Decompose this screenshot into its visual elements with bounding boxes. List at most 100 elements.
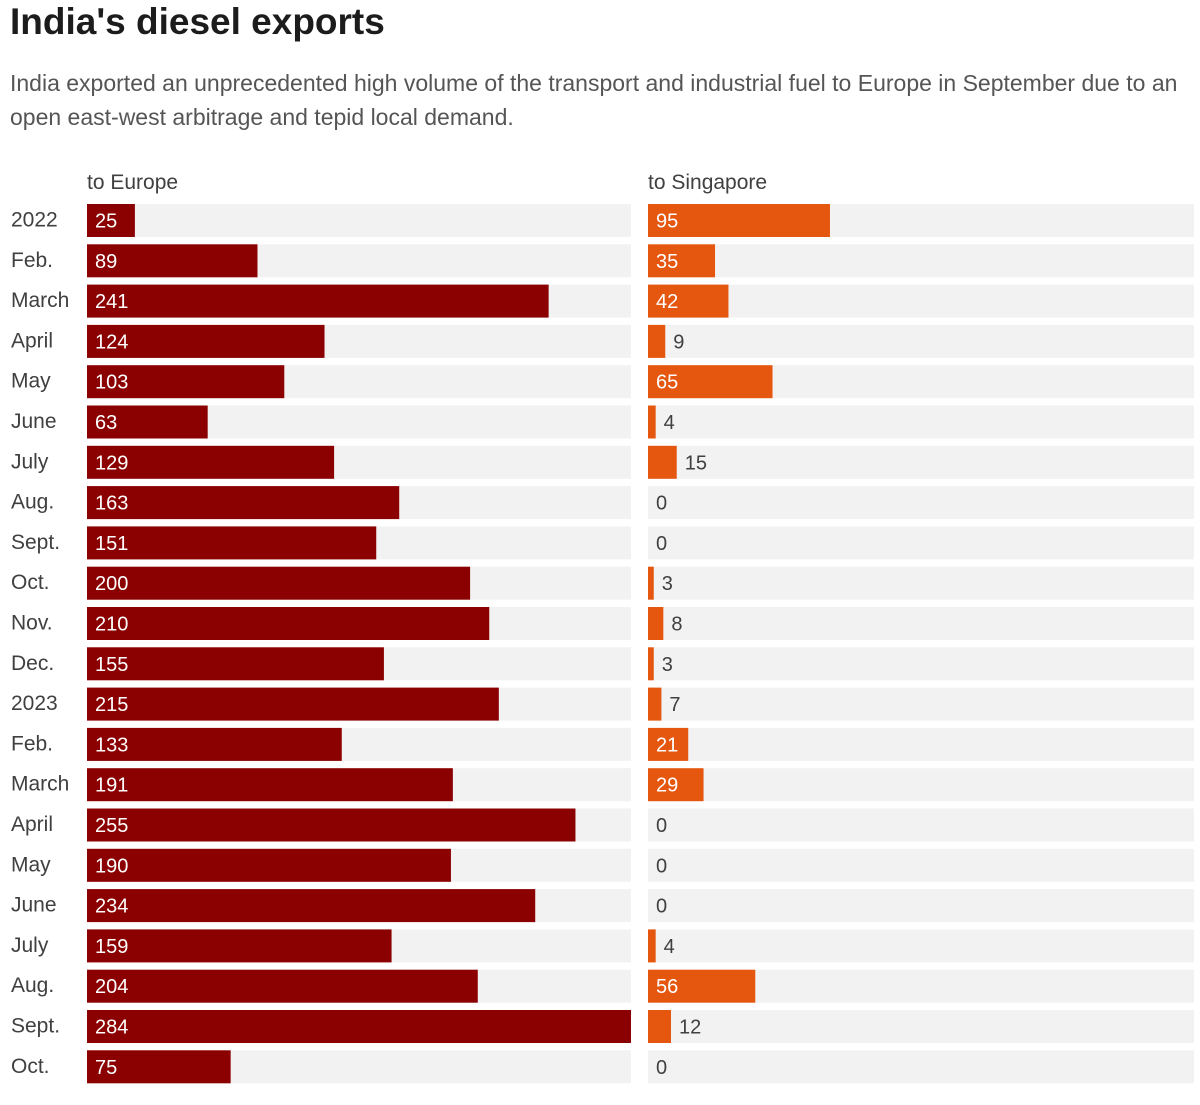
- europe-value-label: 25: [95, 211, 117, 233]
- europe-bar: [87, 204, 135, 237]
- singapore-value-label: 95: [656, 211, 678, 233]
- europe-bar: [87, 566, 471, 600]
- singapore-value-label: 65: [656, 372, 678, 394]
- row-label: March: [11, 773, 69, 796]
- bar-track: [648, 808, 1194, 842]
- row-label: May: [11, 853, 51, 876]
- europe-bar: [87, 284, 549, 318]
- singapore-value-label: 3: [662, 654, 673, 676]
- singapore-value-label: 15: [685, 452, 707, 474]
- singapore-bar: [648, 284, 729, 318]
- europe-value-label: 103: [95, 372, 128, 394]
- singapore-value-label: 0: [656, 855, 667, 877]
- singapore-value-label: 21: [656, 734, 678, 756]
- singapore-bar: [648, 607, 664, 640]
- europe-bar: [87, 607, 490, 640]
- bar-track: [648, 607, 1194, 640]
- europe-value-label: 163: [95, 493, 128, 515]
- singapore-bar: [648, 244, 716, 278]
- europe-bar: [87, 889, 536, 923]
- europe-value-label: 255: [95, 815, 128, 837]
- europe-bar: [87, 768, 453, 802]
- europe-bar: [87, 687, 499, 721]
- bar-track: [648, 566, 1194, 600]
- europe-bar: [87, 647, 384, 681]
- singapore-value-label: 7: [669, 694, 680, 716]
- singapore-bar: [648, 929, 656, 963]
- row-label: April: [11, 329, 53, 352]
- row-label: Sept.: [11, 531, 60, 554]
- europe-value-label: 190: [95, 855, 128, 877]
- europe-bar: [87, 445, 335, 479]
- europe-bar: [87, 405, 208, 439]
- europe-value-label: 124: [95, 331, 128, 353]
- row-label: March: [11, 289, 69, 312]
- row-label: 2023: [11, 692, 58, 715]
- singapore-bar: [648, 1010, 671, 1043]
- row-label: Oct.: [11, 1055, 50, 1078]
- europe-value-label: 89: [95, 251, 117, 273]
- row-label: July: [11, 934, 49, 957]
- bar-track: [648, 687, 1194, 721]
- singapore-value-label: 56: [656, 976, 678, 998]
- singapore-value-label: 42: [656, 291, 678, 313]
- chart-subtitle: India exported an unprecedented high vol…: [10, 70, 1178, 130]
- row-label: Nov.: [11, 612, 53, 635]
- bar-track: [648, 647, 1194, 681]
- row-label: June: [11, 410, 57, 433]
- singapore-value-label: 0: [656, 1057, 667, 1079]
- europe-bar: [87, 324, 325, 358]
- singapore-value-label: 0: [656, 815, 667, 837]
- singapore-value-label: 35: [656, 251, 678, 273]
- singapore-bar: [648, 687, 662, 721]
- singapore-bar: [648, 768, 704, 802]
- singapore-value-label: 29: [656, 775, 678, 797]
- row-label: Aug.: [11, 491, 54, 514]
- singapore-value-label: 4: [664, 412, 675, 434]
- singapore-bar: [648, 324, 666, 358]
- europe-bar: [87, 808, 576, 842]
- row-label: April: [11, 813, 53, 836]
- row-label: June: [11, 894, 57, 917]
- singapore-value-label: 8: [671, 614, 682, 636]
- bar-track: [648, 486, 1194, 520]
- bar-track: [648, 284, 1194, 318]
- bar-track: [648, 324, 1194, 358]
- bar-track: [648, 929, 1194, 963]
- singapore-bar: [648, 445, 677, 479]
- bar-track: [648, 1010, 1194, 1043]
- singapore-value-label: 9: [673, 331, 684, 353]
- row-label: Feb.: [11, 732, 53, 755]
- singapore-value-label: 4: [664, 936, 675, 958]
- chart-title: India's diesel exports: [10, 1, 385, 42]
- bar-track: [648, 768, 1194, 802]
- europe-bar: [87, 365, 285, 399]
- bar-track: [648, 727, 1194, 761]
- row-label: Oct.: [11, 571, 50, 594]
- europe-value-label: 191: [95, 775, 128, 797]
- row-label: Aug.: [11, 974, 54, 997]
- europe-value-label: 159: [95, 936, 128, 958]
- singapore-value-label: 3: [662, 573, 673, 595]
- europe-bar: [87, 526, 377, 560]
- europe-value-label: 129: [95, 452, 128, 474]
- row-label: May: [11, 370, 51, 393]
- singapore-value-label: 0: [656, 533, 667, 555]
- singapore-value-label: 0: [656, 493, 667, 515]
- europe-value-label: 63: [95, 412, 117, 434]
- europe-value-label: 215: [95, 694, 128, 716]
- singapore-bar: [648, 204, 830, 237]
- singapore-bar: [648, 969, 756, 1003]
- singapore-bar: [648, 727, 689, 761]
- europe-bar: [87, 929, 392, 963]
- europe-bar: [87, 727, 342, 761]
- panel-title-singapore: to Singapore: [648, 171, 767, 194]
- bar-track: [648, 244, 1194, 278]
- bar-track: [648, 405, 1194, 439]
- singapore-value-label: 12: [679, 1017, 701, 1039]
- bar-track: [648, 445, 1194, 479]
- row-label: 2022: [11, 209, 58, 232]
- europe-bar: [87, 1010, 631, 1043]
- europe-bar: [87, 1050, 231, 1084]
- europe-bar: [87, 848, 451, 882]
